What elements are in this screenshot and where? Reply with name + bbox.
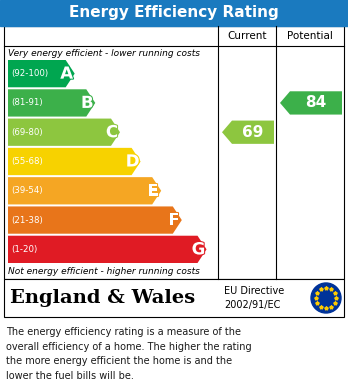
- Polygon shape: [8, 206, 182, 234]
- Text: G: G: [192, 240, 205, 258]
- Text: Current: Current: [227, 31, 267, 41]
- Text: Very energy efficient - lower running costs: Very energy efficient - lower running co…: [8, 48, 200, 57]
- Text: Not energy efficient - higher running costs: Not energy efficient - higher running co…: [8, 267, 200, 276]
- Text: B: B: [81, 94, 94, 112]
- Text: F: F: [168, 211, 180, 229]
- Bar: [4, 26, 344, 279]
- Polygon shape: [8, 236, 206, 263]
- Text: C: C: [106, 123, 118, 141]
- Polygon shape: [222, 120, 274, 144]
- Polygon shape: [8, 148, 141, 175]
- Text: Potential: Potential: [287, 31, 333, 41]
- Text: (21-38): (21-38): [11, 215, 43, 224]
- Text: (55-68): (55-68): [11, 157, 43, 166]
- Text: England & Wales: England & Wales: [10, 289, 195, 307]
- Text: EU Directive
2002/91/EC: EU Directive 2002/91/EC: [224, 286, 284, 310]
- Polygon shape: [8, 60, 75, 87]
- Polygon shape: [8, 177, 161, 204]
- Text: (81-91): (81-91): [11, 99, 42, 108]
- Bar: [0, 0, 348, 26]
- Text: The energy efficiency rating is a measure of the
overall efficiency of a home. T: The energy efficiency rating is a measur…: [6, 327, 252, 381]
- Polygon shape: [8, 89, 95, 117]
- Text: E: E: [148, 182, 159, 200]
- Text: (39-54): (39-54): [11, 186, 42, 195]
- Text: (92-100): (92-100): [11, 69, 48, 78]
- Text: Energy Efficiency Rating: Energy Efficiency Rating: [69, 5, 279, 20]
- Polygon shape: [8, 118, 120, 146]
- Text: A: A: [60, 65, 73, 83]
- Text: (69-80): (69-80): [11, 128, 42, 137]
- Text: (1-20): (1-20): [11, 245, 37, 254]
- Circle shape: [311, 283, 341, 313]
- Text: 69: 69: [242, 125, 264, 140]
- Text: D: D: [126, 152, 140, 170]
- Text: 84: 84: [306, 95, 327, 110]
- Polygon shape: [280, 91, 342, 115]
- Bar: [4, 279, 344, 317]
